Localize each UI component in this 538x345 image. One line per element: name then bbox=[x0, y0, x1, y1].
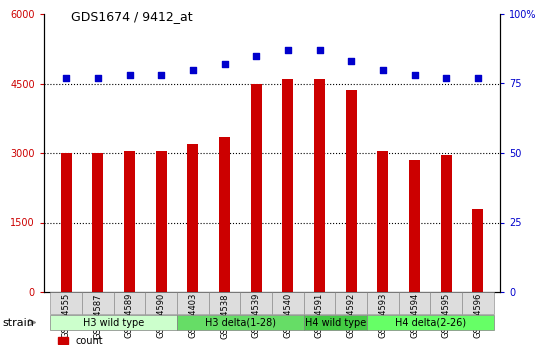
Bar bbox=[441, 155, 452, 292]
FancyBboxPatch shape bbox=[209, 292, 240, 314]
Point bbox=[410, 72, 419, 78]
Text: GDS1674 / 9412_at: GDS1674 / 9412_at bbox=[71, 10, 193, 23]
Text: GSM94594: GSM94594 bbox=[410, 293, 419, 338]
Point bbox=[157, 72, 166, 78]
FancyBboxPatch shape bbox=[399, 292, 430, 314]
FancyBboxPatch shape bbox=[335, 292, 367, 314]
Point bbox=[94, 75, 102, 81]
Bar bbox=[472, 209, 483, 292]
Text: GSM94590: GSM94590 bbox=[157, 293, 166, 338]
FancyBboxPatch shape bbox=[367, 315, 494, 330]
Text: GSM94591: GSM94591 bbox=[315, 293, 324, 338]
FancyBboxPatch shape bbox=[430, 292, 462, 314]
Bar bbox=[251, 83, 261, 292]
Point bbox=[315, 47, 324, 53]
Text: H3 delta(1-28): H3 delta(1-28) bbox=[205, 317, 276, 327]
Text: GSM94403: GSM94403 bbox=[188, 293, 197, 338]
Text: GSM94587: GSM94587 bbox=[93, 293, 102, 338]
Legend: count, percentile rank within the sample: count, percentile rank within the sample bbox=[58, 336, 240, 345]
Text: GSM94555: GSM94555 bbox=[62, 293, 70, 338]
Point bbox=[220, 61, 229, 67]
Text: strain: strain bbox=[3, 317, 34, 327]
FancyBboxPatch shape bbox=[51, 315, 177, 330]
Point bbox=[284, 47, 292, 53]
FancyBboxPatch shape bbox=[51, 292, 82, 314]
Text: H4 wild type: H4 wild type bbox=[305, 317, 366, 327]
FancyBboxPatch shape bbox=[177, 292, 209, 314]
Point bbox=[125, 72, 134, 78]
Text: GSM94540: GSM94540 bbox=[284, 293, 292, 338]
Point bbox=[473, 75, 482, 81]
FancyBboxPatch shape bbox=[145, 292, 177, 314]
FancyBboxPatch shape bbox=[303, 315, 367, 330]
Point bbox=[188, 67, 197, 72]
Text: H4 delta(2-26): H4 delta(2-26) bbox=[395, 317, 466, 327]
Point bbox=[379, 67, 387, 72]
Point bbox=[442, 75, 450, 81]
Point bbox=[347, 59, 356, 64]
Text: GSM94539: GSM94539 bbox=[252, 293, 261, 338]
Bar bbox=[314, 79, 325, 292]
Point bbox=[62, 75, 70, 81]
Text: GSM94589: GSM94589 bbox=[125, 293, 134, 338]
FancyBboxPatch shape bbox=[272, 292, 303, 314]
FancyBboxPatch shape bbox=[114, 292, 145, 314]
Bar bbox=[219, 137, 230, 292]
Bar bbox=[345, 90, 357, 292]
Bar bbox=[155, 151, 167, 292]
FancyBboxPatch shape bbox=[177, 315, 303, 330]
Point bbox=[252, 53, 260, 58]
Bar bbox=[187, 144, 199, 292]
Bar bbox=[282, 79, 293, 292]
Bar bbox=[93, 153, 103, 292]
FancyBboxPatch shape bbox=[462, 292, 494, 314]
Bar bbox=[61, 153, 72, 292]
FancyBboxPatch shape bbox=[240, 292, 272, 314]
Bar bbox=[409, 160, 420, 292]
Text: GSM94538: GSM94538 bbox=[220, 293, 229, 338]
Text: GSM94593: GSM94593 bbox=[378, 293, 387, 338]
Text: GSM94596: GSM94596 bbox=[473, 293, 483, 338]
FancyBboxPatch shape bbox=[82, 292, 114, 314]
Bar bbox=[124, 151, 135, 292]
Bar bbox=[377, 151, 388, 292]
FancyBboxPatch shape bbox=[303, 292, 335, 314]
Text: GSM94595: GSM94595 bbox=[442, 293, 451, 338]
Text: H3 wild type: H3 wild type bbox=[83, 317, 144, 327]
FancyBboxPatch shape bbox=[367, 292, 399, 314]
Text: GSM94592: GSM94592 bbox=[346, 293, 356, 338]
